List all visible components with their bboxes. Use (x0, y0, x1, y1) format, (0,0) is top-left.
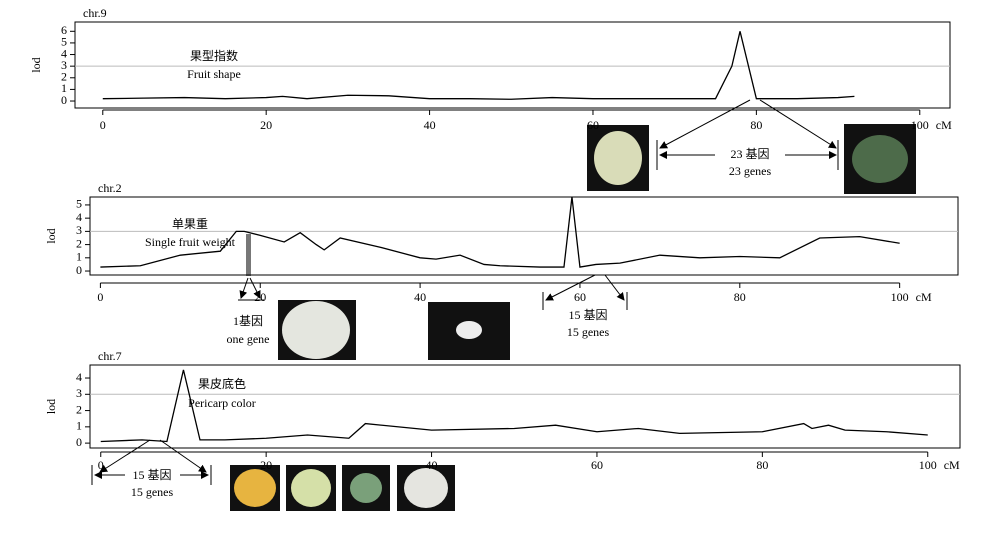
photos (230, 124, 916, 511)
x-tick-label: 80 (734, 290, 746, 304)
lod-line (102, 31, 855, 100)
panel-title: chr.7 (98, 349, 122, 363)
x-tick-label: 20 (254, 290, 266, 304)
lod-line (100, 369, 928, 443)
y-tick-label: 5 (76, 197, 82, 211)
y-tick-label: 1 (76, 250, 82, 264)
gene-count-label: 23 genes (729, 164, 772, 178)
y-tick-label: 3 (61, 58, 67, 72)
y-tick-label: 3 (76, 386, 82, 400)
trait-label: 果型指数 (190, 48, 238, 63)
x-tick-label: 80 (750, 118, 762, 132)
x-axis-label: cM (916, 290, 932, 304)
y-tick-label: 4 (76, 210, 82, 224)
x-tick-label: 60 (574, 290, 586, 304)
gene-count-label: 15 genes (131, 485, 174, 499)
x-tick-label: 100 (891, 290, 909, 304)
y-tick-label: 0 (61, 93, 67, 107)
trait-label: 果皮底色 (198, 376, 246, 391)
lod-line (100, 196, 900, 268)
x-tick-label: 0 (100, 118, 106, 132)
plot-frame (89, 196, 959, 276)
x-tick-label: 80 (756, 458, 768, 472)
interval-arrows (91, 99, 839, 485)
gene-count-label: 15 genes (567, 325, 610, 339)
gene-count-label: 23 基因 (730, 147, 769, 161)
y-tick-label: 6 (61, 23, 67, 37)
y-tick-label: 0 (76, 435, 82, 449)
y-tick-label: 2 (76, 236, 82, 250)
x-tick-label: 100 (911, 118, 929, 132)
x-tick-label: 60 (591, 458, 603, 472)
x-tick-label: 40 (424, 118, 436, 132)
x-tick-label: 20 (260, 118, 272, 132)
x-tick-label: 0 (97, 290, 103, 304)
x-tick-label: 0 (98, 458, 104, 472)
plot-frame (89, 364, 961, 449)
y-tick-label: 3 (76, 223, 82, 237)
x-tick-label: 20 (260, 458, 272, 472)
gene-count-label: 15 基因 (132, 468, 171, 482)
x-axis-label: cM (936, 118, 952, 132)
y-axis-label: lod (44, 228, 58, 243)
y-tick-label: 2 (61, 70, 67, 84)
y-axis-label: lod (44, 399, 58, 414)
x-axis-label: cM (944, 458, 960, 472)
gene-count-label: 1基因 (233, 314, 263, 328)
y-tick-label: 4 (76, 370, 82, 384)
plot-frame (74, 21, 951, 109)
x-tick-label: 40 (414, 290, 426, 304)
y-tick-label: 1 (61, 81, 67, 95)
trait-label: Pericarp color (188, 396, 256, 410)
y-tick-label: 2 (76, 402, 82, 416)
x-tick-label: 60 (587, 118, 599, 132)
panel-title: chr.2 (98, 181, 122, 195)
y-tick-label: 0 (76, 263, 82, 277)
gene-count-label: one gene (227, 332, 270, 346)
trait-label: Single fruit weight (145, 235, 236, 249)
y-tick-label: 5 (61, 35, 67, 49)
panel-title: chr.9 (83, 6, 107, 20)
x-tick-label: 40 (426, 458, 438, 472)
y-axis-label: lod (29, 57, 43, 72)
y-tick-label: 4 (61, 46, 67, 60)
y-tick-label: 1 (76, 419, 82, 433)
trait-label: Fruit shape (187, 67, 241, 81)
x-tick-label: 100 (919, 458, 937, 472)
gene-count-label: 15 基因 (568, 308, 607, 322)
trait-label: 单果重 (172, 217, 208, 231)
